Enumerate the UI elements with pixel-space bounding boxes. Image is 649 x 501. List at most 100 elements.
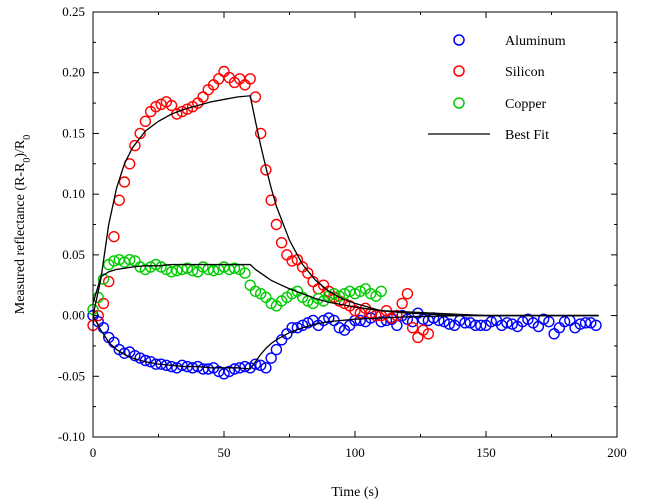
y-tick-label: -0.10 bbox=[58, 429, 85, 444]
aluminum-point bbox=[302, 317, 314, 329]
aluminum-point bbox=[323, 312, 335, 324]
legend-aluminum-marker bbox=[453, 34, 465, 46]
silicon-point bbox=[108, 230, 120, 243]
silicon-point bbox=[181, 103, 194, 115]
legend-bestfit-label: Best Fit bbox=[505, 128, 549, 143]
copper-point bbox=[181, 262, 194, 274]
legend: Aluminum Silicon Copper Best Fit bbox=[395, 18, 613, 150]
silicon-point bbox=[103, 275, 115, 288]
legend-silicon-marker bbox=[453, 65, 465, 77]
silicon-point bbox=[396, 297, 408, 310]
aluminum-point bbox=[501, 317, 513, 329]
silicon-point bbox=[302, 267, 314, 279]
silicon-point bbox=[270, 218, 283, 231]
aluminum-point bbox=[354, 314, 366, 327]
aluminum-point bbox=[239, 360, 251, 373]
aluminum-point bbox=[506, 318, 518, 330]
aluminum-point bbox=[590, 319, 602, 331]
silicon-point bbox=[391, 309, 403, 322]
copper-point bbox=[349, 288, 361, 300]
series-copper bbox=[87, 254, 387, 316]
aluminum-point bbox=[118, 347, 131, 359]
copper-point bbox=[365, 288, 377, 300]
legend-box bbox=[395, 18, 613, 150]
silicon-point bbox=[265, 194, 277, 206]
silicon-point bbox=[244, 73, 256, 85]
silicon-point bbox=[118, 176, 131, 188]
x-tick-label: 100 bbox=[345, 445, 365, 460]
legend-copper-label: Copper bbox=[505, 97, 547, 112]
copper-fit-line bbox=[92, 263, 599, 317]
copper-point bbox=[197, 261, 209, 273]
legend-copper-marker bbox=[453, 97, 465, 109]
aluminum-point bbox=[464, 317, 476, 329]
aluminum-point bbox=[543, 315, 555, 328]
series-aluminum bbox=[87, 307, 602, 380]
silicon-point bbox=[286, 255, 298, 267]
copper-point bbox=[171, 264, 183, 277]
copper-point bbox=[333, 290, 345, 302]
y-tick-label: 0.15 bbox=[62, 125, 85, 140]
silicon-point bbox=[150, 101, 162, 113]
silicon-point bbox=[213, 73, 225, 85]
fit-lines bbox=[92, 95, 599, 370]
copper-point bbox=[265, 297, 277, 310]
axis-ticks: 0 50 100 150 200 -0.10 -0.05 0.00 0.05 0.10 0.15 0.… bbox=[58, 4, 627, 460]
aluminum-point bbox=[558, 315, 571, 328]
copper-point bbox=[244, 279, 256, 291]
silicon-point bbox=[218, 65, 230, 78]
aluminum-point bbox=[475, 319, 487, 331]
aluminum-point bbox=[548, 328, 560, 340]
y-axis-title-sub2: 0 bbox=[22, 135, 33, 140]
aluminum-point bbox=[537, 313, 550, 325]
copper-point bbox=[186, 264, 199, 277]
aluminum-point bbox=[485, 315, 497, 328]
aluminum-point bbox=[585, 317, 597, 329]
silicon-point bbox=[97, 297, 110, 310]
silicon-fit-line bbox=[92, 95, 599, 317]
x-tick-label: 200 bbox=[607, 445, 627, 460]
aluminum-point bbox=[579, 317, 592, 329]
series-silicon bbox=[87, 65, 435, 344]
x-axis-title: Time (s) bbox=[331, 485, 379, 500]
copper-point bbox=[375, 285, 387, 297]
aluminum-point bbox=[333, 322, 345, 334]
silicon-point bbox=[349, 305, 361, 317]
aluminum-point bbox=[202, 363, 214, 375]
aluminum-point bbox=[265, 352, 277, 364]
aluminum-point bbox=[438, 315, 450, 328]
silicon-point bbox=[197, 91, 209, 103]
y-tick-label: -0.05 bbox=[58, 368, 85, 383]
aluminum-point bbox=[228, 363, 241, 375]
y-tick-label: 0.10 bbox=[62, 186, 85, 201]
silicon-point bbox=[281, 249, 293, 261]
aluminum-point bbox=[249, 358, 262, 370]
aluminum-point bbox=[532, 320, 545, 333]
silicon-point bbox=[139, 115, 152, 127]
aluminum-point bbox=[270, 343, 283, 356]
aluminum-point bbox=[459, 317, 471, 329]
y-tick-label: 0.20 bbox=[62, 65, 85, 80]
aluminum-point bbox=[254, 359, 267, 372]
copper-point bbox=[165, 266, 178, 278]
aluminum-point bbox=[286, 322, 298, 334]
y-tick-label: 0.25 bbox=[62, 4, 85, 19]
aluminum-point bbox=[443, 318, 456, 330]
silicon-point bbox=[165, 99, 178, 112]
aluminum-point bbox=[223, 365, 235, 378]
legend-aluminum-label: Aluminum bbox=[505, 34, 566, 49]
copper-point bbox=[150, 258, 162, 271]
aluminum-point bbox=[218, 368, 230, 380]
y-axis-title-mid: )/R bbox=[13, 139, 28, 158]
copper-point bbox=[312, 292, 325, 305]
aluminum-point bbox=[553, 322, 566, 334]
silicon-point bbox=[422, 328, 435, 340]
silicon-point bbox=[249, 91, 262, 103]
silicon-point bbox=[254, 127, 267, 140]
aluminum-point bbox=[296, 319, 309, 331]
copper-point bbox=[354, 285, 366, 297]
y-axis-title-main: Measured reflectance (R-R bbox=[13, 162, 28, 314]
copper-point bbox=[139, 263, 152, 276]
copper-point bbox=[239, 267, 251, 279]
